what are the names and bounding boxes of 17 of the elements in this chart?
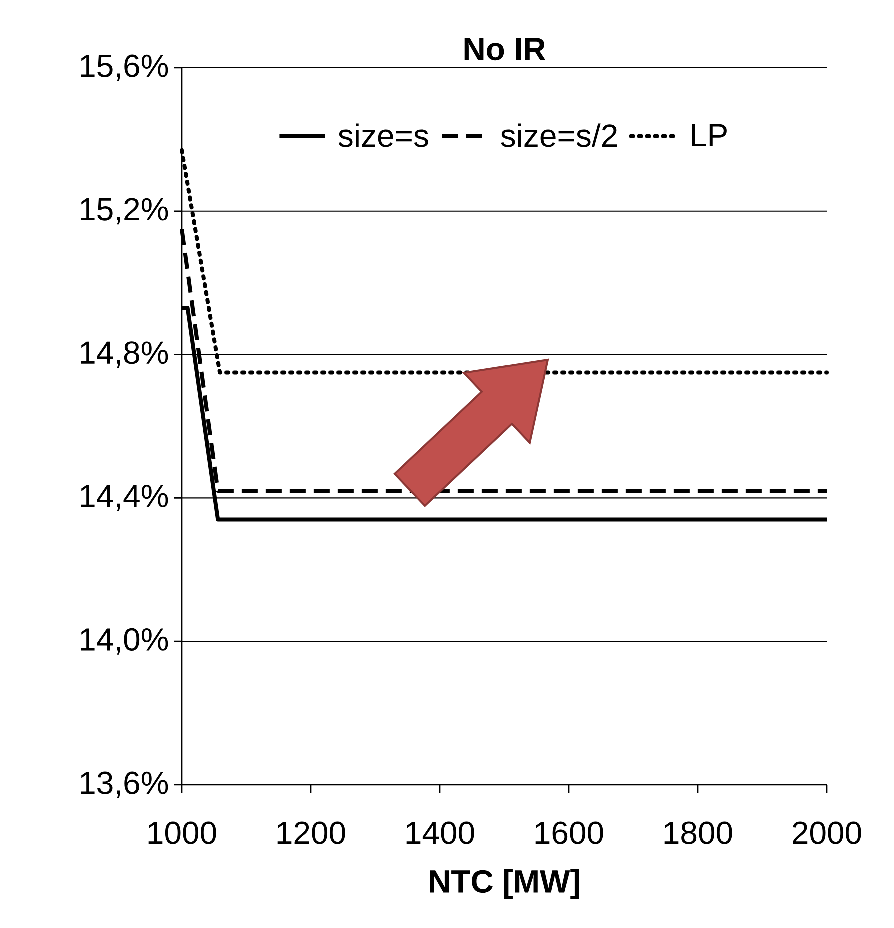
- x-axis-title: NTC [MW]: [430, 870, 580, 900]
- x-tick-label: 1800: [664, 822, 732, 844]
- y-tick-label: 15,2%: [81, 198, 168, 225]
- x-tick-label: 1400: [406, 822, 474, 844]
- legend-label: size=s: [338, 124, 428, 148]
- x-tick-label: 1600: [536, 822, 604, 844]
- y-tick-label: 14,0%: [81, 628, 168, 655]
- chart-title: No IR: [464, 38, 546, 61]
- y-tick-label: 13,6%: [81, 772, 168, 798]
- x-tick-label: 1000: [148, 822, 216, 844]
- y-tick-label: 15,6%: [81, 54, 168, 82]
- legend-label: size=s/2: [501, 124, 618, 148]
- y-tick-label: 14,4%: [81, 485, 168, 512]
- x-tick-label: 1200: [278, 822, 346, 844]
- legend-label: LP: [692, 124, 727, 146]
- x-tick-label: 2000: [793, 822, 862, 844]
- y-tick-label: 14,8%: [81, 342, 168, 368]
